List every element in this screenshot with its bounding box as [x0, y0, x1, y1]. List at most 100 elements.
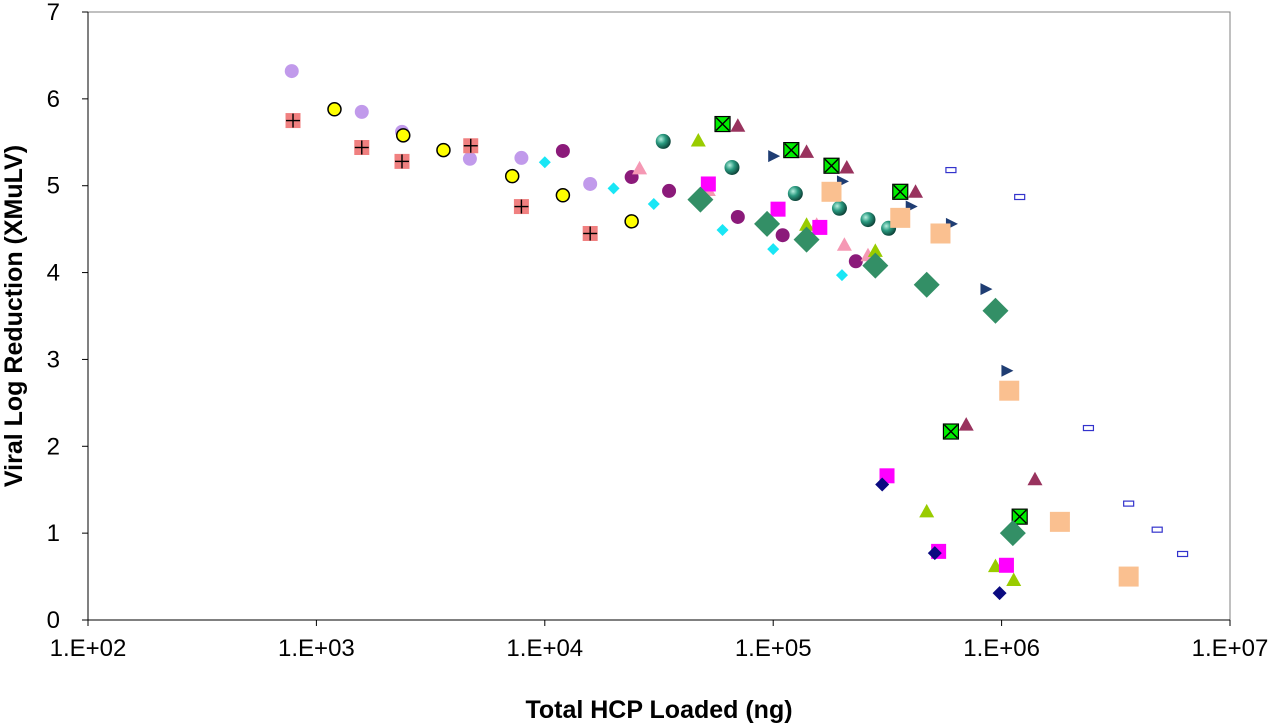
- data-point: [555, 143, 570, 158]
- data-point: [1049, 511, 1070, 532]
- data-point: [687, 186, 714, 213]
- series-peach-square: [821, 181, 1139, 587]
- data-point: [354, 104, 369, 119]
- y-axis-title: Viral Log Reduction (XMuLV): [0, 145, 28, 487]
- data-point: [655, 133, 671, 149]
- series-salmon-square-plus: [285, 113, 598, 241]
- y-tick-label: 4: [47, 260, 60, 287]
- data-point: [395, 128, 411, 143]
- series-maroon-triangle: [730, 118, 1043, 486]
- data-point: [767, 243, 780, 256]
- data-point: [1082, 424, 1095, 432]
- x-tick-label: 1.E+05: [735, 635, 812, 662]
- series-lavender-circle: [284, 64, 598, 191]
- y-tick-label: 7: [47, 0, 60, 26]
- data-points: [284, 64, 1189, 601]
- y-tick-label: 6: [47, 86, 60, 113]
- data-point: [582, 225, 598, 241]
- data-point: [754, 210, 781, 237]
- series-yellow-circle: [327, 102, 639, 229]
- data-point: [730, 209, 745, 224]
- plot-frame: [87, 11, 1231, 621]
- data-point: [927, 546, 942, 561]
- data-point: [327, 102, 342, 117]
- data-point: [285, 113, 301, 129]
- data-point: [513, 199, 529, 215]
- data-point: [848, 254, 863, 269]
- x-tick-label: 1.E+02: [50, 635, 127, 662]
- data-point: [812, 219, 828, 235]
- data-point: [607, 182, 620, 195]
- data-point: [724, 159, 740, 175]
- data-point: [700, 176, 716, 192]
- data-point: [862, 252, 889, 279]
- data-point: [624, 214, 639, 229]
- data-point: [783, 142, 800, 159]
- data-point: [867, 243, 883, 257]
- data-point: [821, 181, 842, 202]
- x-tick-label: 1.E+06: [963, 635, 1040, 662]
- series-green-square-x: [714, 115, 1028, 525]
- data-point: [284, 64, 299, 79]
- data-point: [860, 212, 876, 228]
- data-point: [583, 176, 598, 191]
- data-point: [823, 157, 840, 174]
- data-point: [1011, 508, 1028, 525]
- data-point: [1006, 572, 1022, 587]
- data-point: [930, 223, 951, 244]
- data-point: [919, 503, 935, 518]
- data-point: [875, 477, 890, 492]
- data-point: [462, 151, 477, 166]
- data-point: [632, 160, 648, 175]
- y-tick-label: 2: [47, 433, 60, 460]
- data-point: [1118, 566, 1139, 587]
- data-point: [770, 201, 786, 217]
- data-point: [945, 166, 957, 174]
- data-point: [958, 417, 974, 431]
- x-tick-label: 1.E+03: [278, 635, 355, 662]
- x-tick-label: 1.E+07: [1192, 635, 1269, 662]
- data-point: [1151, 526, 1163, 533]
- y-tick-label: 0: [47, 607, 60, 634]
- data-point: [913, 271, 940, 298]
- data-point: [1027, 471, 1043, 486]
- data-point: [839, 159, 855, 174]
- data-point: [835, 269, 848, 282]
- y-axis: 0 1 2 3 4 5 6 7: [47, 0, 89, 634]
- series-sea-green-diamond: [687, 186, 1026, 547]
- data-point: [354, 139, 370, 155]
- series-blue-open-rectangle: [945, 166, 1189, 558]
- data-point: [436, 142, 451, 158]
- data-point: [980, 283, 993, 296]
- data-point: [504, 168, 520, 184]
- data-point: [1176, 550, 1189, 558]
- x-axis: 1.E+02 1.E+03 1.E+04 1.E+05 1.E+06 1.E+07: [50, 619, 1269, 662]
- data-point: [662, 183, 677, 198]
- data-point: [999, 520, 1026, 547]
- data-point: [892, 183, 909, 200]
- data-point: [793, 226, 820, 253]
- data-point: [942, 423, 960, 440]
- data-point: [775, 228, 790, 243]
- data-point: [647, 197, 660, 210]
- y-tick-label: 1: [47, 520, 60, 547]
- data-point: [690, 133, 706, 147]
- data-point: [787, 186, 803, 202]
- series-cyan-diamond: [538, 156, 848, 282]
- data-point: [538, 156, 551, 169]
- data-point: [463, 138, 479, 154]
- data-point: [799, 217, 815, 231]
- data-point: [394, 153, 410, 169]
- y-tick-label: 5: [47, 173, 60, 200]
- data-point: [799, 144, 815, 158]
- data-point: [1123, 500, 1135, 507]
- data-point: [992, 586, 1007, 601]
- x-axis-title: Total HCP Loaded (ng): [525, 696, 792, 724]
- data-point: [1001, 364, 1014, 377]
- data-point: [998, 557, 1014, 573]
- data-point: [831, 200, 847, 216]
- data-point: [768, 150, 781, 163]
- data-point: [714, 115, 731, 133]
- data-point: [555, 188, 571, 203]
